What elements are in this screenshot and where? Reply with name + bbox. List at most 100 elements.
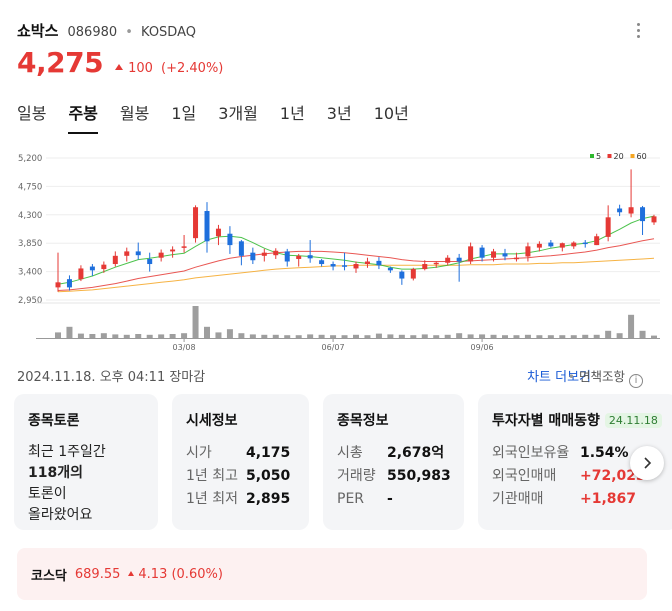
candle-body <box>261 252 267 256</box>
volume-bar <box>135 334 142 338</box>
tab-3months[interactable]: 3개월 <box>218 104 258 123</box>
tab-3years[interactable]: 3년 <box>326 104 352 123</box>
quote-card[interactable]: 시세정보 시가 4,175 1년 최고 5,050 1년 최저 2,895 <box>172 394 309 530</box>
volume-bar <box>547 335 554 338</box>
candle-body <box>353 264 359 269</box>
volume-bar <box>112 334 119 338</box>
candle-body <box>284 251 290 262</box>
y-tick-label: 3,400 <box>18 268 42 278</box>
kosdaq-index-bar[interactable]: 코스닥 689.55 4.13 (0.60%) <box>17 548 647 600</box>
y-tick-label: 4,300 <box>18 211 42 221</box>
volume-bar <box>410 335 417 338</box>
candle-body <box>319 260 325 265</box>
ma20-line <box>57 238 655 291</box>
candle-body <box>181 246 187 248</box>
candle-body <box>250 252 256 261</box>
candle-body <box>147 258 153 265</box>
discussion-line: 올라왔어요 <box>28 507 93 523</box>
candle-body <box>135 251 141 256</box>
candle-body <box>273 250 279 256</box>
tab-1year[interactable]: 1년 <box>279 104 305 123</box>
candle-body <box>227 233 233 246</box>
investor-row-foreign-ratio: 외국인보유율 1.54% <box>492 445 629 461</box>
card-title: 시세정보 <box>186 413 238 429</box>
volume-bar <box>559 335 566 338</box>
x-tick-label: 06/07 <box>322 343 345 352</box>
tab-daily[interactable]: 일봉 <box>17 104 47 123</box>
candle-body <box>513 257 519 260</box>
candle-body <box>491 251 497 258</box>
candle-body <box>594 236 600 246</box>
discussion-line: 토론이 <box>28 486 67 502</box>
volume-bar <box>605 330 612 338</box>
candle-body <box>101 264 107 270</box>
y-tick-label: 2,950 <box>18 296 42 306</box>
tab-weekly[interactable]: 주봉 <box>68 100 98 134</box>
candle-body <box>617 208 623 213</box>
volume-bar <box>226 329 233 338</box>
index-change-value: 4.13 (0.60%) <box>138 566 223 582</box>
date-badge: 24.11.18 <box>604 412 662 428</box>
next-arrow-button[interactable] <box>630 446 664 480</box>
y-tick-label: 5,200 <box>18 154 42 164</box>
volume-bar <box>307 334 314 338</box>
volume-bar <box>398 334 405 338</box>
info-cards: 종목토론 최근 1주일간 118개의 토론이 올라왔어요 시세정보 시가 4,17… <box>14 394 672 532</box>
index-change: 4.13 (0.60%) <box>128 567 223 582</box>
volume-bar <box>375 333 382 338</box>
volume-bar <box>467 334 474 338</box>
change-amount: 100 <box>128 61 153 76</box>
volume-bar <box>330 335 337 338</box>
candle-body <box>89 266 95 271</box>
volume-bar <box>456 333 463 338</box>
disclaimer-link[interactable]: • 면책조항 i <box>568 366 643 388</box>
volume-bar <box>524 334 531 338</box>
candle-body <box>215 228 221 237</box>
legend-label: 20 <box>614 152 624 161</box>
info-row-volume: 거래량 550,983 <box>337 468 451 484</box>
candle-body <box>628 207 634 214</box>
more-options-icon[interactable] <box>631 20 645 40</box>
candle-body <box>296 255 302 259</box>
price-chart[interactable]: 5,200 4,750 4,300 3,850 3,400 2,950 5 20 60 03/08… <box>0 148 672 358</box>
info-row-marketcap: 시총 2,678억 <box>337 445 445 461</box>
candle-body <box>170 249 176 252</box>
candle-body <box>238 241 244 256</box>
candle-body <box>330 264 336 267</box>
volume-bar <box>536 335 543 338</box>
legend-label: 60 <box>637 152 647 161</box>
candle-body <box>422 264 428 270</box>
volume-bar <box>89 334 96 338</box>
candle-body <box>193 207 199 239</box>
disclaimer-label: 면책조항 <box>578 369 625 384</box>
candle-body <box>559 243 565 248</box>
card-title: 종목토론 <box>28 413 80 429</box>
legend-swatch <box>607 154 612 158</box>
up-triangle-icon <box>128 570 135 576</box>
tab-1day[interactable]: 1일 <box>171 104 197 123</box>
candle-body <box>640 207 646 222</box>
volume-bar <box>639 330 646 338</box>
tab-monthly[interactable]: 월봉 <box>119 104 150 123</box>
candle-body <box>605 217 611 237</box>
y-tick-label: 4,750 <box>18 182 42 192</box>
volume-bar <box>570 335 577 338</box>
tab-10years[interactable]: 10년 <box>373 104 409 123</box>
candle-body <box>502 253 508 257</box>
candle-body <box>342 265 348 267</box>
candle-body <box>468 246 474 262</box>
price-change: 100 (+2.40%) <box>115 61 223 76</box>
discussion-card[interactable]: 종목토론 최근 1주일간 118개의 토론이 올라왔어요 <box>14 394 158 530</box>
candle-body <box>66 279 72 288</box>
volume-bar <box>55 332 61 338</box>
candle-body <box>651 216 657 223</box>
volume-bar <box>295 335 302 338</box>
investor-row-institution-trade: 기관매매 +1,867 <box>492 491 637 507</box>
volume-bar <box>249 334 256 338</box>
volume-bar <box>146 334 153 338</box>
stock-info-card[interactable]: 종목정보 시총 2,678억 거래량 550,983 PER - <box>323 394 464 530</box>
chart-more-link[interactable]: 차트 더보기 <box>527 370 591 385</box>
quote-row-low: 1년 최저 2,895 <box>186 491 291 507</box>
legend-label: 5 <box>596 152 601 161</box>
discussion-line: 최근 1주일간 <box>28 444 106 460</box>
